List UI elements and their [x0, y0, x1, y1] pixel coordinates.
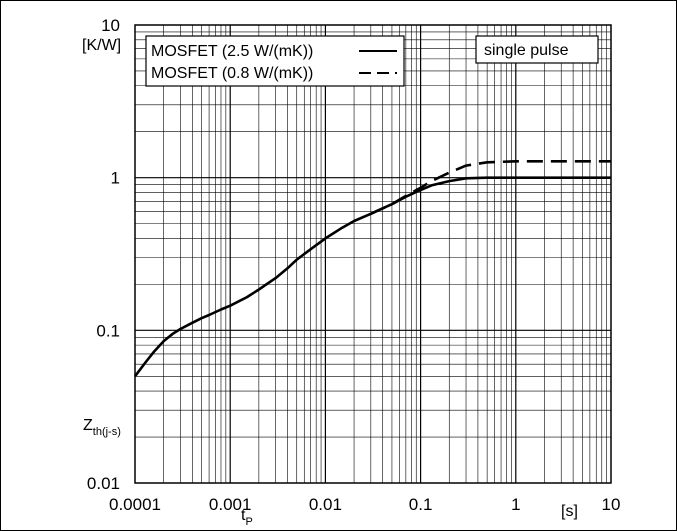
y-tick-label: 0.1 — [96, 321, 120, 340]
y-axis-label-sub: th(j-s) — [93, 426, 121, 438]
annotation-box — [475, 35, 599, 64]
curves — [133, 160, 611, 378]
legend-box — [145, 35, 405, 87]
series-line-dashed — [370, 160, 611, 215]
x-axis-label-main: t — [241, 507, 246, 524]
single-pulse-annotation: single pulse — [475, 35, 599, 64]
x-axis-label: tP — [241, 507, 253, 528]
y-axis-label-main: Z — [83, 417, 93, 434]
y-tick-labels: 0.01 0.1 1 10 — [87, 16, 120, 493]
x-axis-label-sub: P — [245, 516, 252, 528]
y-axis-label: Zth(j-s) — [83, 417, 121, 438]
legend-label-solid: MOSFET (2.5 W/(mK)) — [151, 43, 313, 60]
x-tick-label: 0.001 — [209, 495, 252, 514]
plot-area-border — [134, 24, 612, 484]
x-tick-label: 0.1 — [409, 495, 433, 514]
x-tick-label: 1 — [511, 495, 520, 514]
grid — [135, 25, 611, 483]
x-tick-label: 10 — [602, 495, 621, 514]
x-tick-labels: 0.0001 0.001 0.01 0.1 1 10 — [109, 495, 620, 514]
y-tick-label: 0.01 — [87, 474, 120, 493]
y-tick-label: 10 — [101, 16, 120, 35]
series-line-solid — [133, 176, 611, 378]
x-tick-label: 0.0001 — [109, 495, 161, 514]
x-tick-label: 0.01 — [309, 495, 342, 514]
y-axis-unit: [K/W] — [82, 37, 121, 54]
annotation-text: single pulse — [484, 42, 569, 59]
y-tick-label: 1 — [111, 169, 120, 188]
x-axis-unit: [s] — [561, 503, 578, 520]
legend: MOSFET (2.5 W/(mK)) MOSFET (0.8 W/(mK)) — [145, 35, 405, 87]
legend-label-dashed: MOSFET (0.8 W/(mK)) — [151, 65, 313, 82]
